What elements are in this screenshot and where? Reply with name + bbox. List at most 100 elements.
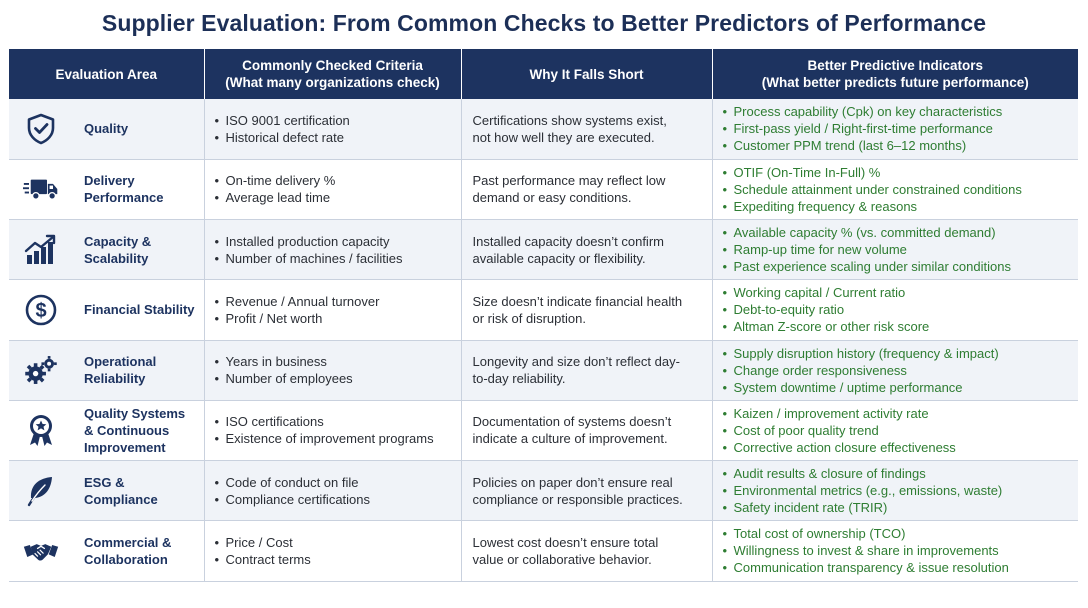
dollar-coin-icon: $: [23, 293, 65, 327]
header-area-label: Evaluation Area: [55, 66, 158, 82]
header-why-falls-short: Why It Falls Short: [461, 49, 713, 99]
delivery-truck-icon: [23, 172, 65, 206]
better-indicators-cell: Process capability (Cpk) on key characte…: [712, 99, 1079, 160]
svg-text:$: $: [35, 300, 46, 322]
better-indicators-cell: Audit results & closure of findingsEnvir…: [712, 460, 1079, 522]
list-item: Years in business: [215, 353, 461, 370]
why-line: value or collaborative behavior.: [472, 551, 652, 567]
why-line: Certifications show systems exist,: [472, 112, 667, 128]
common-criteria-cell: Code of conduct on fileCompliance certif…: [204, 460, 462, 522]
gears-icon: [23, 353, 65, 387]
list-item: Available capacity % (vs. committed dema…: [723, 224, 1079, 241]
common-criteria-cell: ISO certificationsExistence of improveme…: [204, 400, 462, 462]
better-indicators-cell: Total cost of ownership (TCO)Willingness…: [712, 520, 1079, 582]
header-better-line2: (What better predicts future performance…: [761, 75, 1029, 90]
list-item: Number of employees: [215, 370, 461, 387]
better-indicators-cell: OTIF (On-Time In-Full) %Schedule attainm…: [712, 159, 1079, 221]
why-line: Policies on paper don’t ensure real: [472, 474, 673, 490]
list-item: Customer PPM trend (last 6–12 months): [723, 137, 1079, 154]
list-item: Kaizen / improvement activity rate: [723, 405, 1079, 422]
table-row: Quality ISO 9001 certificationHistorical…: [9, 99, 1079, 160]
why-falls-short-cell: Size doesn’t indicate financial health or…: [461, 279, 713, 341]
list-item: Process capability (Cpk) on key characte…: [723, 103, 1079, 120]
list-item: ISO 9001 certification: [215, 112, 461, 129]
area-cell: ESG & Compliance: [9, 460, 205, 522]
why-falls-short-cell: Longevity and size don’t reflect day-to-…: [461, 340, 713, 401]
area-name: Financial Stability: [84, 302, 195, 318]
list-item: Code of conduct on file: [215, 474, 461, 491]
header-better-line1: Better Predictive Indicators: [807, 58, 984, 73]
common-criteria-cell: Price / CostContract terms: [204, 520, 462, 582]
why-falls-short-cell: Certifications show systems exist, not ho…: [461, 99, 713, 160]
list-item: Past experience scaling under similar co…: [723, 258, 1079, 275]
list-item: Schedule attainment under constrained co…: [723, 181, 1079, 198]
header-evaluation-area: Evaluation Area: [9, 49, 205, 99]
list-item: ISO certifications: [215, 413, 461, 430]
common-criteria-cell: On-time delivery %Average lead time: [204, 159, 462, 221]
better-indicators-cell: Available capacity % (vs. committed dema…: [712, 219, 1079, 281]
header-common-line2: (What many organizations check): [225, 75, 440, 90]
why-line: Longevity and size don’t reflect day-: [472, 354, 680, 370]
why-line: available capacity or flexibility.: [472, 250, 646, 266]
table-row: Commercial & Collaboration Price / CostC…: [9, 520, 1079, 582]
list-item: Total cost of ownership (TCO): [723, 525, 1079, 542]
why-falls-short-cell: Policies on paper don’t ensure real compl…: [461, 460, 713, 522]
list-item: Installed production capacity: [215, 233, 461, 250]
award-ribbon-icon: [23, 413, 65, 447]
page-title: Supplier Evaluation: From Common Checks …: [101, 10, 987, 36]
table-row: ESG & Compliance Code of conduct on file…: [9, 460, 1079, 522]
area-name: Quality Systems & Continuous Improvement: [84, 405, 186, 455]
why-line: Past performance may reflect low: [472, 173, 666, 189]
growth-chart-icon: [23, 233, 65, 267]
list-item: Average lead time: [215, 189, 461, 206]
list-item: Contract terms: [215, 551, 461, 568]
header-common-line1: Commonly Checked Criteria: [242, 58, 423, 73]
list-item: Existence of improvement programs: [215, 430, 461, 447]
list-item: Cost of poor quality trend: [723, 422, 1079, 439]
common-criteria-cell: ISO 9001 certificationHistorical defect …: [204, 99, 462, 160]
area-name: Quality: [84, 121, 129, 137]
list-item: Revenue / Annual turnover: [215, 293, 461, 310]
table-row: Operational Reliability Years in busines…: [9, 340, 1078, 401]
why-line: demand or easy conditions.: [472, 190, 632, 206]
table-row: Quality Systems & Continuous Improvement…: [9, 400, 1079, 462]
common-criteria-cell: Revenue / Annual turnoverProfit / Net wo…: [204, 279, 462, 341]
evaluation-table: Evaluation Area Commonly Checked Criteri…: [9, 49, 1078, 582]
list-item: Safety incident rate (TRIR): [723, 499, 1079, 516]
handshake-icon: [23, 534, 65, 568]
why-line: Lowest cost doesn’t ensure total: [472, 534, 659, 550]
list-item: Debt-to-equity ratio: [723, 301, 1079, 318]
why-line: indicate a culture of improvement.: [472, 431, 668, 447]
list-item: Historical defect rate: [215, 129, 461, 146]
header-common-criteria: Commonly Checked Criteria (What many org…: [204, 49, 462, 99]
list-item: Environmental metrics (e.g., emissions, …: [723, 482, 1079, 499]
area-cell: Delivery Performance: [9, 159, 205, 221]
list-item: Price / Cost: [215, 534, 461, 551]
header-better-indicators: Better Predictive Indicators (What bette…: [712, 49, 1078, 99]
better-indicators-cell: Supply disruption history (frequency & i…: [712, 340, 1078, 401]
area-name: Delivery Performance: [84, 173, 164, 206]
list-item: Working capital / Current ratio: [723, 284, 1079, 301]
list-item: Communication transparency & issue resol…: [723, 559, 1079, 576]
area-cell: Quality Systems & Continuous Improvement: [9, 400, 205, 462]
table-row: $ Financial Stability Revenue / Annual t…: [9, 279, 1079, 341]
list-item: OTIF (On-Time In-Full) %: [723, 164, 1079, 181]
area-name: ESG & Compliance: [84, 474, 158, 507]
why-line: Size doesn’t indicate financial health: [472, 293, 683, 309]
why-falls-short-cell: Installed capacity doesn’t confirm availa…: [461, 219, 713, 281]
why-line: not how well they are executed.: [472, 129, 655, 145]
area-name: Commercial & Collaboration: [84, 534, 172, 567]
list-item: Ramp-up time for new volume: [723, 241, 1079, 258]
area-cell: Quality: [9, 99, 205, 160]
why-line: Installed capacity doesn’t confirm: [472, 233, 664, 249]
list-item: Profit / Net worth: [215, 310, 461, 327]
common-criteria-cell: Years in businessNumber of employees: [204, 340, 462, 401]
list-item: Corrective action closure effectiveness: [723, 439, 1079, 456]
list-item: Expediting frequency & reasons: [723, 198, 1079, 215]
why-line: compliance or responsible practices.: [472, 491, 683, 507]
list-item: Willingness to invest & share in improve…: [723, 542, 1079, 559]
list-item: Number of machines / facilities: [215, 250, 461, 267]
why-line: or risk of disruption.: [472, 310, 586, 326]
table-row: Capacity & Scalability Installed product…: [9, 219, 1079, 281]
area-cell: Capacity & Scalability: [9, 219, 205, 281]
